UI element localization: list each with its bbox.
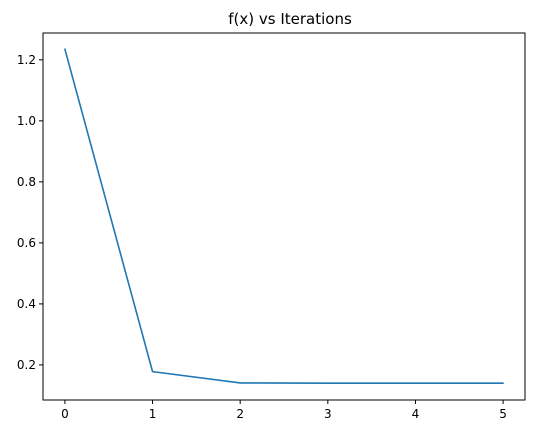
x-tick-label: 1 (149, 407, 157, 421)
x-tick-label: 0 (61, 407, 69, 421)
data-point (239, 382, 241, 384)
x-tick-label: 4 (412, 407, 420, 421)
x-tick-label: 5 (499, 407, 507, 421)
data-point (415, 382, 417, 384)
data-point (327, 382, 329, 384)
data-point (502, 382, 504, 384)
y-tick-label: 0.6 (17, 236, 36, 250)
y-tick-label: 0.4 (17, 297, 36, 311)
x-tick-label: 3 (324, 407, 332, 421)
y-tick-label: 1.2 (17, 53, 36, 67)
chart-title: f(x) vs Iterations (228, 10, 352, 28)
axes-frame (42, 32, 526, 401)
y-tick-label: 0.2 (17, 358, 36, 372)
y-tick-label: 0.8 (17, 175, 36, 189)
data-point (64, 48, 66, 50)
series-line (64, 48, 504, 385)
plot-area: 0 1 2 3 4 5 0.2 0.4 0.6 0.8 1.0 1.2 (17, 32, 526, 421)
x-tick-label: 2 (236, 407, 244, 421)
y-tick-label: 1.0 (17, 114, 36, 128)
data-point (152, 371, 154, 373)
